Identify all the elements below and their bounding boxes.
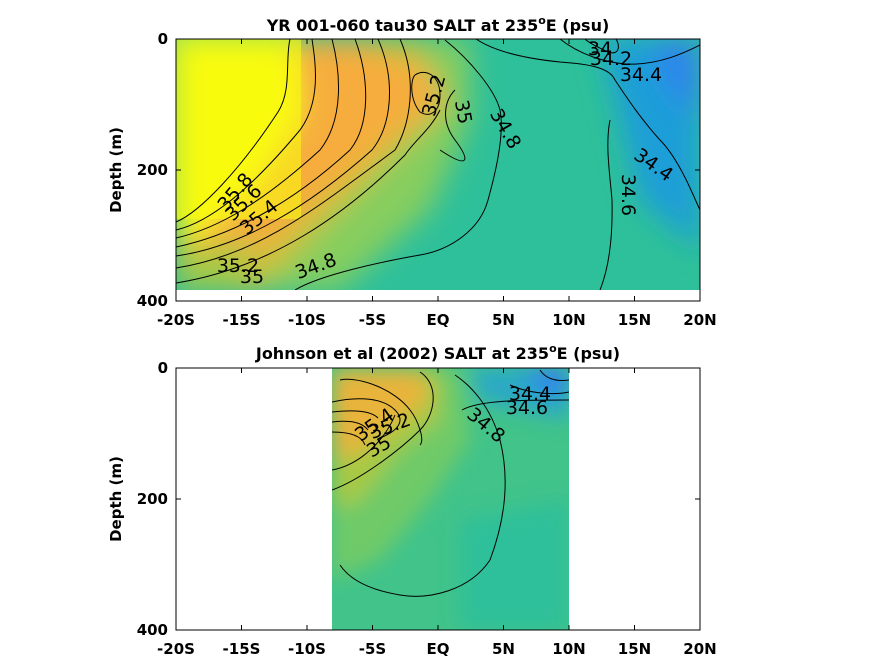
- panel-2-y-ticks: 0 200 400: [137, 359, 700, 639]
- x-tick-label: 20N: [683, 311, 716, 329]
- svg-text:34.2: 34.2: [590, 48, 632, 70]
- panel-1-salinity-field: [176, 39, 700, 290]
- y-tick-label: 200: [137, 490, 168, 508]
- svg-text:34.4: 34.4: [509, 383, 551, 405]
- panel-1-ylabel: Depth (m): [107, 127, 125, 213]
- y-tick-label: 400: [137, 292, 168, 310]
- x-tick-label: -10S: [288, 311, 326, 329]
- svg-text:35: 35: [450, 98, 476, 126]
- panel-2-ylabel: Depth (m): [107, 456, 125, 542]
- svg-text:35.2: 35.2: [217, 255, 259, 277]
- y-tick-label: 0: [158, 359, 168, 377]
- panel-1: YR 001-060 tau30 SALT at 235oE (psu): [107, 14, 717, 329]
- y-tick-label: 0: [158, 30, 168, 48]
- svg-text:34: 34: [588, 38, 612, 60]
- x-tick-label: 5N: [492, 640, 515, 656]
- x-tick-label: -20S: [157, 311, 195, 329]
- x-tick-label: 15N: [618, 311, 651, 329]
- x-tick-label: 10N: [552, 640, 585, 656]
- panel-1-x-ticks: -20S -15S -10S -5S EQ 5N 10N 15N 20N: [157, 39, 717, 329]
- panel-2: Johnson et al (2002) SALT at 235oE (psu): [107, 342, 717, 656]
- x-tick-label: 15N: [618, 640, 651, 656]
- panel-2-x-ticks: -20S -15S -10S -5S EQ 5N 10N 15N 20N: [157, 368, 717, 656]
- svg-text:35: 35: [240, 266, 264, 288]
- x-tick-label: EQ: [427, 311, 450, 329]
- panel-1-title: YR 001-060 tau30 SALT at 235oE (psu): [266, 14, 610, 35]
- x-tick-label: 10N: [552, 311, 585, 329]
- x-tick-label: -5S: [359, 640, 386, 656]
- x-tick-label: -15S: [223, 311, 261, 329]
- x-tick-label: -15S: [223, 640, 261, 656]
- panel-1-y-ticks: 0 200 400: [137, 30, 700, 310]
- x-tick-label: 20N: [683, 640, 716, 656]
- x-tick-label: EQ: [427, 640, 450, 656]
- svg-text:34.6: 34.6: [506, 397, 548, 419]
- x-tick-label: 5N: [492, 311, 515, 329]
- x-tick-label: -5S: [359, 311, 386, 329]
- panel-2-title: Johnson et al (2002) SALT at 235oE (psu): [255, 342, 620, 363]
- x-tick-label: -10S: [288, 640, 326, 656]
- svg-text:34.6: 34.6: [617, 174, 639, 216]
- panel-2-salinity-field: [332, 368, 569, 630]
- x-tick-label: -20S: [157, 640, 195, 656]
- y-tick-label: 400: [137, 621, 168, 639]
- svg-text:34.4: 34.4: [620, 64, 662, 86]
- y-tick-label: 200: [137, 161, 168, 179]
